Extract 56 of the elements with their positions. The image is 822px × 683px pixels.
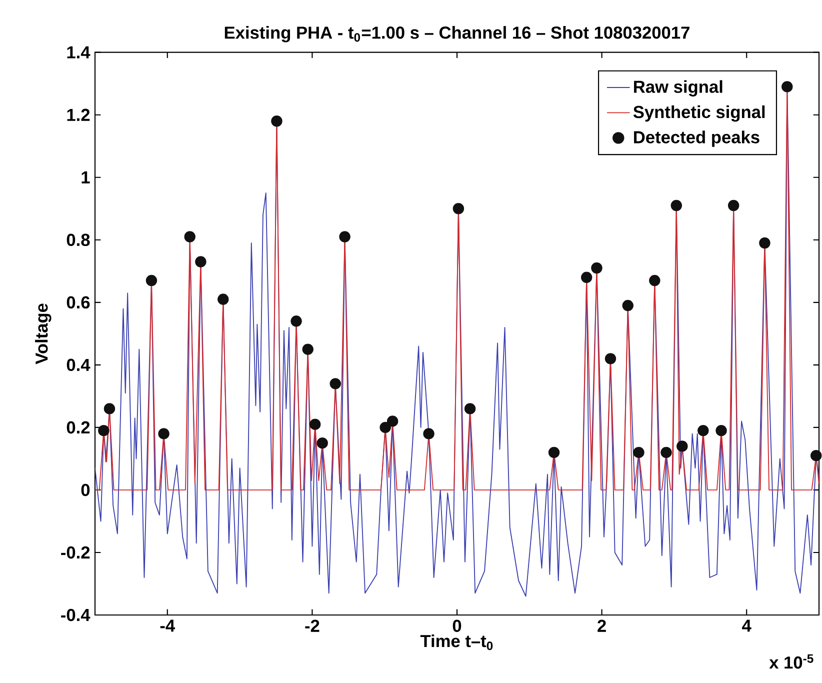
x-tick-label: -4 <box>160 620 176 632</box>
point <box>591 262 602 274</box>
legend-label: Detected peaks <box>634 130 760 147</box>
point <box>759 237 770 249</box>
point <box>464 403 476 414</box>
point <box>271 116 282 127</box>
point <box>660 446 672 458</box>
point <box>728 200 740 212</box>
legend-label: Synthetic signal <box>633 105 765 122</box>
y-axis-title: Voltage <box>35 304 52 364</box>
point <box>98 424 110 436</box>
y-tick-label: 1 <box>82 171 90 184</box>
point <box>604 353 616 364</box>
point <box>184 231 196 242</box>
point <box>633 446 644 458</box>
x-tick-label: 0 <box>452 620 462 632</box>
x-tick-label: 4 <box>742 620 752 632</box>
point <box>622 300 634 312</box>
point <box>716 424 727 436</box>
point <box>452 203 464 214</box>
y-tick-label: -0.2 <box>61 546 90 559</box>
point <box>698 424 709 436</box>
y-tick-label: 0.6 <box>66 296 90 309</box>
point <box>302 344 314 355</box>
legend-label: Raw signal <box>634 80 722 96</box>
y-tick-label: 1.2 <box>67 108 90 121</box>
point <box>146 274 158 286</box>
point <box>158 428 170 440</box>
x-tick-label: 2 <box>598 620 606 632</box>
point <box>309 418 321 430</box>
x-axis-title: Time t–t$_{0}$ <box>420 634 493 650</box>
point <box>380 422 391 434</box>
y-tick-label: 0 <box>81 484 90 496</box>
point <box>386 416 398 427</box>
point <box>548 446 560 458</box>
point <box>290 316 302 327</box>
point <box>649 274 660 286</box>
y-tick-label: 0.4 <box>66 358 90 372</box>
point <box>316 437 328 449</box>
text: x 10$^{-5}$ <box>769 654 814 669</box>
point <box>423 428 434 440</box>
point <box>104 403 116 414</box>
y-tick-label: 0.2 <box>66 421 90 434</box>
y-tick-label: -0.4 <box>61 608 90 622</box>
point <box>339 231 350 242</box>
point <box>782 81 793 92</box>
point <box>676 440 688 452</box>
x-tick-label: -2 <box>305 620 320 632</box>
point <box>580 272 592 283</box>
y-tick-label: 1.4 <box>67 46 90 58</box>
y-tick-label: 0.8 <box>66 234 90 246</box>
point <box>218 294 229 305</box>
point <box>330 378 341 390</box>
point <box>670 200 682 212</box>
chart-title: Existing PHA - t$_{0}$=1.00 s – Channel 16 – Shot 1080320017 <box>224 26 690 42</box>
point <box>195 256 206 268</box>
